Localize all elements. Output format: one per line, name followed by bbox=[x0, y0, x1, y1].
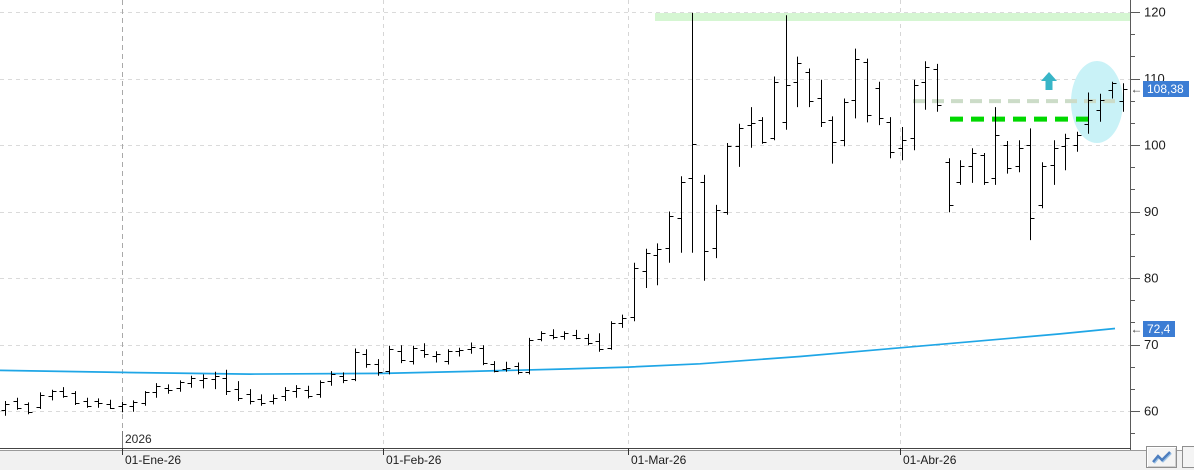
y-axis-label: 80 bbox=[1144, 271, 1158, 286]
horizontal-gridlines bbox=[0, 12, 1130, 412]
x-axis-label: 01-Ene-26 bbox=[125, 453, 182, 467]
x-axis-label: 01-Mar-26 bbox=[631, 453, 687, 467]
up-arrow-annotation bbox=[1041, 72, 1057, 90]
x-axis-label: 01-Feb-26 bbox=[386, 453, 442, 467]
ohlc-bars bbox=[1, 12, 1128, 416]
last-price-tag: 108,38 bbox=[1143, 81, 1189, 98]
year-label: 2026 bbox=[125, 432, 152, 446]
resistance-zone-band bbox=[655, 13, 1130, 21]
y-axis-label: 90 bbox=[1144, 204, 1158, 219]
chart-mode-button[interactable] bbox=[1146, 446, 1177, 468]
highlight-ellipse bbox=[1071, 61, 1123, 143]
ma-price-pointer-arrow: ← bbox=[1130, 321, 1143, 336]
y-axis-label: 120 bbox=[1144, 5, 1166, 20]
vertical-gridlines bbox=[122, 0, 901, 448]
x-axis-strip bbox=[0, 450, 1194, 470]
ma-price-tag: 72,4 bbox=[1143, 320, 1176, 337]
chart-mode-button-partial[interactable] bbox=[1182, 446, 1194, 468]
moving-average-line bbox=[0, 327, 1116, 375]
y-axis-label: 70 bbox=[1144, 337, 1158, 352]
zigzag-chart-icon bbox=[1152, 451, 1172, 464]
y-axis-label: 100 bbox=[1144, 138, 1166, 153]
last-price-pointer-arrow: ← bbox=[1130, 82, 1143, 97]
y-axis-label: 60 bbox=[1144, 404, 1158, 419]
time-axis bbox=[0, 448, 1131, 455]
x-axis-label: 01-Abr-26 bbox=[903, 453, 957, 467]
